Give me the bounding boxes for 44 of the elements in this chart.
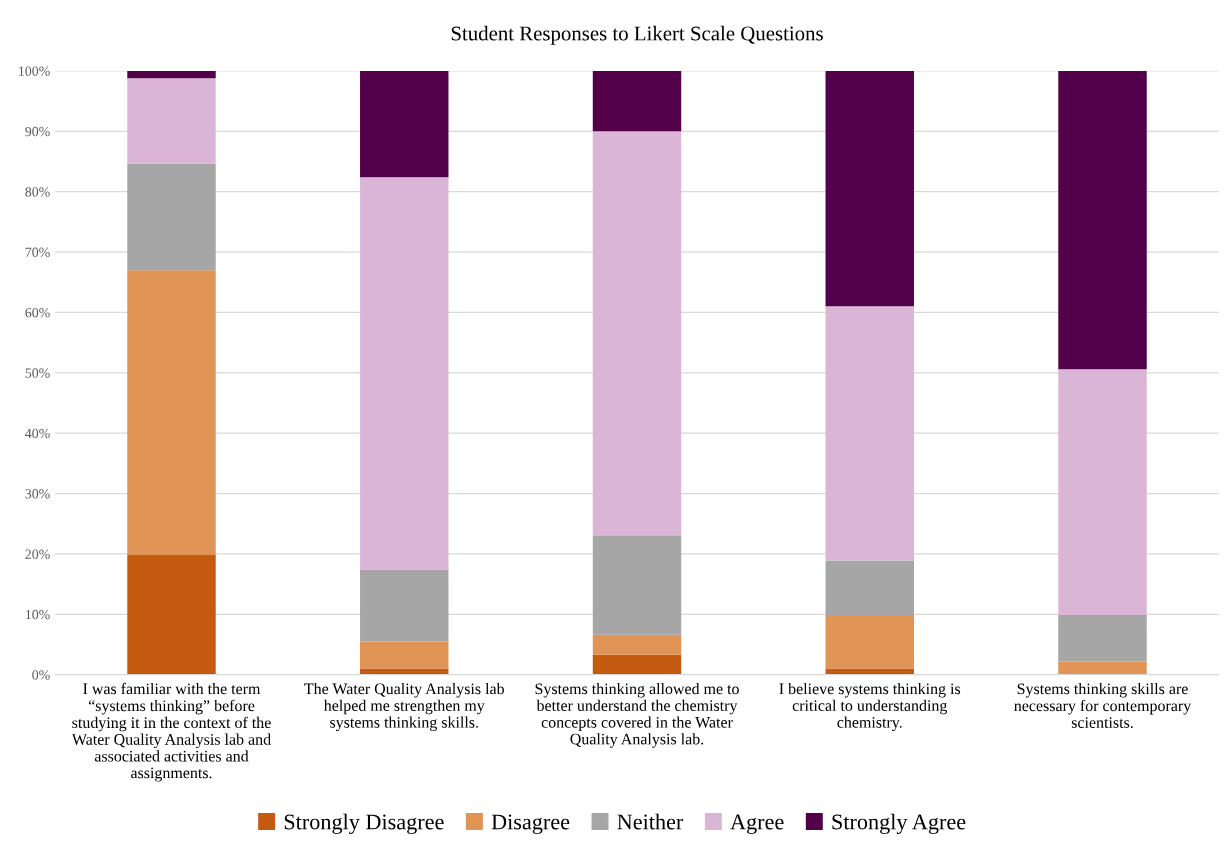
bar [127,555,216,675]
bar [592,654,682,675]
bar [1058,70,1147,370]
y-tick-label: 80% [25,187,50,197]
y-tick-label: 50% [25,368,50,378]
chart-title: Student Responses to Likert Scale Questions [451,25,823,45]
x-tick-label: I believe systems thinking is critical to understanding chemistry. [779,682,961,732]
bar [127,270,216,556]
x-tick-label: Systems thinking skills are necessary for contemporary scientists. [1014,682,1192,728]
legend-label: Strongly Disagree [284,813,444,834]
bar [825,560,914,615]
bar [592,131,682,536]
legend-label: Strongly Agree [832,813,966,834]
bar [825,306,914,561]
bar [592,70,682,132]
y-tick-label: 100% [19,66,50,76]
y-tick-label: 40% [25,428,50,439]
bar [1058,614,1147,662]
y-tick-label: 0% [32,670,50,680]
bar [1058,369,1147,615]
legend-label: Neither [617,813,684,830]
bar [360,641,449,669]
bar [360,70,449,178]
x-tick-label: The Water Quality Analysis lab helped me strengthen my systems thinking skills. [304,682,504,732]
y-tick-label: 30% [25,489,50,499]
y-tick-label: 10% [26,609,50,620]
bar [127,78,216,164]
bar [825,70,914,307]
x-tick-label: I was familiar with the term “systems thinking” before studying it in the context of the Water Quality Analysis lab and associated activities and assignments. [71,682,271,782]
bar [592,535,682,635]
bar [1058,661,1147,675]
bar [127,70,216,79]
x-tick-label: Systems thinking allowed me to better understand the chemistry concepts covered in the Water Quality Analysis lab. [535,682,739,748]
y-tick-label: 60% [25,307,50,318]
bar [127,163,216,271]
y-tick-label: 20% [25,549,50,559]
legend-label: Disagree [491,814,570,834]
bar [825,614,914,669]
bar [360,177,449,570]
y-tick-label: 90% [25,126,50,137]
bar [360,569,449,642]
bar [592,634,682,655]
legend-label: Agree [730,814,784,834]
y-tick-label: 70% [25,247,50,258]
